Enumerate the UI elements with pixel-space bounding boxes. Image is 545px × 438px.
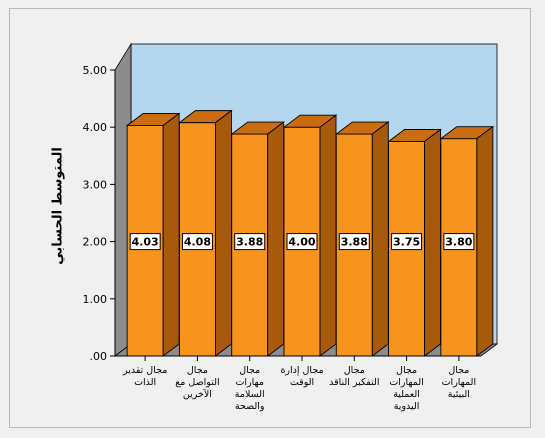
y-axis-label: المتوسط الحسابي — [50, 147, 66, 265]
x-tick-label: مهارات — [235, 377, 264, 388]
y-tick-label: 2.00 — [83, 236, 108, 249]
data-label-box — [181, 233, 213, 251]
data-label-box — [286, 233, 318, 251]
x-tick-label: البيئية — [448, 389, 470, 400]
bar-side — [162, 112, 180, 357]
y-tick-label: 4.00 — [83, 121, 108, 134]
x-tick-label: العملية — [393, 389, 420, 400]
x-tick-label: مجال تقدير — [122, 365, 167, 376]
bar-side — [214, 109, 232, 357]
x-tick-label: التفكير الناقد — [329, 377, 379, 388]
y-tick-label: 5.00 — [83, 64, 108, 77]
bar-side — [371, 121, 389, 357]
data-label-box — [338, 233, 370, 251]
data-label-box — [391, 233, 423, 251]
data-label: 3.88 — [341, 236, 368, 249]
x-tick-label: مجال — [187, 365, 208, 376]
y-tick-label: 1.00 — [83, 293, 108, 306]
x-tick-label: مجال إدارة — [280, 365, 323, 376]
data-label: 3.88 — [236, 236, 263, 249]
x-tick-label: الذات — [134, 377, 156, 388]
x-tick-label: اليدوية — [394, 401, 420, 412]
data-label: 3.80 — [445, 236, 472, 249]
x-tick-label: المهارات — [442, 377, 476, 388]
data-label: 4.00 — [288, 236, 315, 249]
bar-side — [267, 121, 285, 357]
x-tick-label: الآخرين — [183, 388, 212, 400]
bar-side — [424, 128, 442, 357]
x-tick-label: الوقت — [290, 377, 314, 388]
data-label: 4.08 — [184, 236, 211, 249]
x-tick-label: مجال — [396, 365, 417, 376]
x-tick-label: السلامة — [235, 389, 265, 400]
data-label: 3.75 — [393, 236, 420, 249]
x-tick-label: مجال — [344, 365, 365, 376]
y-tick-label: 3.00 — [83, 178, 108, 191]
x-tick-label: مجال — [448, 365, 469, 376]
data-label-box — [443, 233, 475, 251]
bar-side — [476, 125, 494, 357]
x-tick-label: المهارات — [389, 377, 423, 388]
data-label: 4.03 — [132, 236, 159, 249]
y-tick-label: .00 — [90, 350, 108, 363]
data-label-box — [129, 233, 161, 251]
data-label-box — [234, 233, 266, 251]
x-tick-label: مجال — [239, 365, 260, 376]
bar-side — [319, 114, 337, 357]
x-tick-label: التواصل مع — [175, 377, 219, 388]
x-tick-label: والصحة — [235, 401, 265, 412]
